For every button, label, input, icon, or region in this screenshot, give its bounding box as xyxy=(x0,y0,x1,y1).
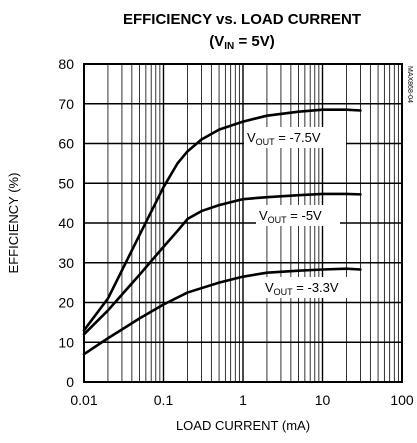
x-tick-label: 1 xyxy=(239,392,247,408)
x-tick-label: 0.01 xyxy=(70,392,97,408)
y-tick-label: 0 xyxy=(66,374,74,390)
series-label-suffix: = -5V xyxy=(287,208,322,223)
chart-title-line2-prefix: (V xyxy=(209,33,224,50)
series-label: VOUT = -7.5V xyxy=(247,130,321,147)
y-tick-label: 10 xyxy=(58,334,74,350)
y-tick-label: 60 xyxy=(58,136,74,152)
series-label-background xyxy=(244,127,346,148)
y-tick-label: 80 xyxy=(58,56,74,72)
series-line xyxy=(82,108,362,332)
series-line xyxy=(82,192,362,336)
series-label: VOUT = -5V xyxy=(259,208,322,225)
series-label-prefix: V xyxy=(259,208,268,223)
chart-title-line1: EFFICIENCY vs. LOAD CURRENT xyxy=(123,11,361,28)
x-tick-label: 0.1 xyxy=(154,392,174,408)
series-line xyxy=(82,267,362,356)
chart-title-line2-sub: IN xyxy=(224,41,234,52)
plot-frame xyxy=(83,63,403,383)
series-label-suffix: = -3.3V xyxy=(293,280,339,295)
series-label-prefix: V xyxy=(265,280,274,295)
y-tick-label: 20 xyxy=(58,295,74,311)
curves xyxy=(82,108,362,356)
series-label-sub: OUT xyxy=(256,137,276,147)
y-tick-label: 30 xyxy=(58,255,74,271)
series-label-background xyxy=(256,205,340,226)
series-label-sub: OUT xyxy=(274,287,294,297)
series-label-background xyxy=(262,277,358,298)
y-tick-label: 40 xyxy=(58,215,74,231)
grid xyxy=(84,64,402,382)
x-tick-label: 10 xyxy=(315,392,331,408)
x-tick-label: 100 xyxy=(390,392,414,408)
y-tick-label: 70 xyxy=(58,96,74,112)
chart-title-line2: (VIN = 5V) xyxy=(209,33,274,52)
y-axis-label: EFFICIENCY (%) xyxy=(6,173,21,274)
series-label-sub: OUT xyxy=(268,215,288,225)
series-label: VOUT = -3.3V xyxy=(265,280,339,297)
x-axis-label: LOAD CURRENT (mA) xyxy=(176,418,310,433)
y-tick-label: 50 xyxy=(58,175,74,191)
series-label-prefix: V xyxy=(247,130,256,145)
part-number: MAX868-04 xyxy=(406,66,413,103)
tick-labels: 0 10 20 30 40 50 60 70 80 0.01 0.1 1 10 100 xyxy=(58,56,413,408)
series-label-suffix: = -7.5V xyxy=(275,130,321,145)
chart-title-line2-suffix: = 5V) xyxy=(234,33,274,50)
